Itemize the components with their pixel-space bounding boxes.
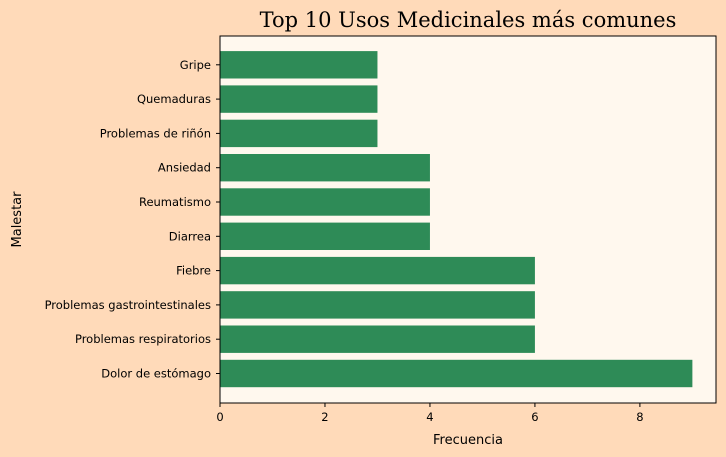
bar xyxy=(220,119,378,148)
chart-title: Top 10 Usos Medicinales más comunes xyxy=(260,8,677,32)
y-tick-label: Gripe xyxy=(180,58,211,72)
x-tick-label: 6 xyxy=(531,410,538,424)
y-axis-label: Malestar xyxy=(10,191,25,248)
bar xyxy=(220,325,535,353)
plot-frame xyxy=(219,35,717,404)
y-tick-label: Dolor de estómago xyxy=(101,367,211,381)
y-axis-ticks: Dolor de estómago Problemas respiratorios… xyxy=(45,58,220,381)
y-tick-label: Diarrea xyxy=(169,229,211,243)
bars-group xyxy=(220,51,693,388)
y-tick-label: Problemas gastrointestinales xyxy=(45,298,211,312)
bar xyxy=(220,291,535,319)
y-tick-label: Quemaduras xyxy=(137,92,211,106)
bar xyxy=(220,222,430,250)
y-tick-label: Ansiedad xyxy=(158,161,211,175)
x-axis-label: Frecuencia xyxy=(433,433,503,448)
x-tick-label: 4 xyxy=(426,410,433,424)
y-tick-label: Reumatismo xyxy=(139,195,211,209)
x-axis-ticks: 0 2 4 6 8 xyxy=(216,403,644,424)
x-tick-label: 8 xyxy=(636,410,643,424)
bar xyxy=(220,256,535,285)
bar xyxy=(220,188,430,216)
x-tick-label: 2 xyxy=(321,410,328,424)
bar xyxy=(220,51,378,79)
x-tick-label: 0 xyxy=(216,410,223,424)
bar xyxy=(220,154,430,182)
y-tick-label: Fiebre xyxy=(176,264,211,278)
y-tick-label: Problemas respiratorios xyxy=(75,332,211,346)
bar xyxy=(220,85,378,113)
bar xyxy=(220,359,693,388)
y-tick-label: Problemas de riñón xyxy=(100,126,211,140)
